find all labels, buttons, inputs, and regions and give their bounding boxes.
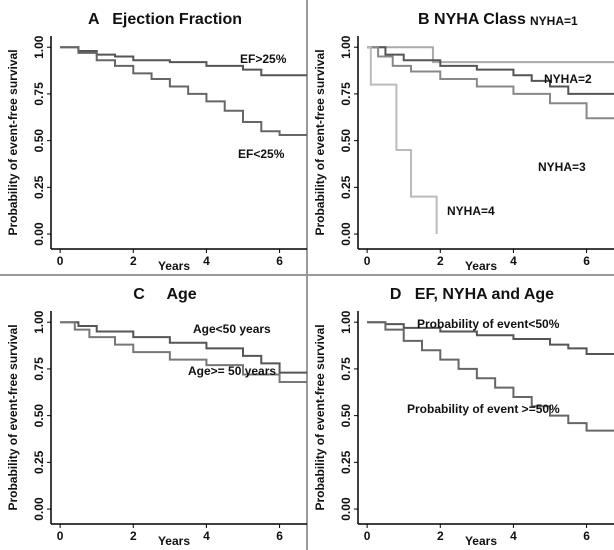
curve-label: NYHA=2 [544,72,592,86]
y-tick-label: 0.00 [32,497,46,521]
survival-curve [367,46,614,120]
x-tick-label: 2 [130,254,137,268]
curve-label: NYHA=4 [447,204,495,218]
x-tick-label: 0 [57,254,64,268]
y-tick-label: 0.75 [339,82,353,106]
x-tick-label: 6 [583,529,590,543]
x-tick-label: 0 [364,529,371,543]
x-axis-title: Years [158,259,190,273]
y-tick-label: 0.75 [32,82,46,106]
y-axis-title: Probability of event-free survival [6,49,20,235]
y-tick-label: 0.75 [32,357,46,381]
x-axis-title: Years [465,259,497,273]
x-tick-label: 4 [203,254,210,268]
panel-title: A Ejection Fraction [88,11,242,28]
x-tick-label: 2 [130,529,137,543]
x-tick-label: 6 [583,254,590,268]
x-tick-label: 6 [276,529,283,543]
panel-title: C Age [133,286,197,303]
survival-curve [367,321,614,355]
x-tick-label: 2 [437,254,444,268]
y-tick-label: 0.50 [32,129,46,153]
y-axis-title: Probability of event-free survival [6,324,20,510]
survival-curve [367,321,614,432]
y-tick-label: 0.25 [339,450,353,474]
x-tick-label: 6 [276,254,283,268]
y-tick-label: 0.50 [339,129,353,153]
survival-curve [367,46,614,64]
y-tick-label: 1.00 [32,310,46,334]
y-tick-label: 1.00 [339,310,353,334]
x-tick-label: 0 [364,254,371,268]
y-tick-label: 1.00 [32,35,46,59]
y-tick-label: 0.25 [32,450,46,474]
y-axis-title: Probability of event-free survival [313,49,327,235]
survival-curve [60,321,307,374]
survival-curve [60,46,307,137]
x-tick-label: 2 [437,529,444,543]
survival-curve [367,46,438,235]
curve-label: NYHA=3 [538,160,586,174]
y-tick-label: 0.00 [339,222,353,246]
survival-curve [60,46,307,77]
panel-title: D EF, NYHA and Age [390,286,554,303]
y-axis-title: Probability of event-free survival [313,324,327,510]
curve-label: Age>= 50 years [188,364,276,378]
x-axis-title: Years [158,534,190,548]
survival-curve [367,46,614,95]
y-tick-label: 0.00 [339,497,353,521]
y-tick-label: 1.00 [339,35,353,59]
y-tick-label: 0.50 [339,404,353,428]
x-tick-label: 4 [203,529,210,543]
y-tick-label: 0.75 [339,357,353,381]
curve-label: EF<25% [238,147,285,161]
curve-label: NYHA=1 [530,14,578,28]
y-tick-label: 0.00 [32,222,46,246]
curve-label: Probability of event >=50% [407,402,560,416]
x-axis-title: Years [465,534,497,548]
y-tick-label: 0.25 [32,175,46,199]
survival-curve [60,321,307,383]
panel-title: B NYHA Class [418,11,526,28]
x-tick-label: 4 [510,529,517,543]
curve-label: EF>25% [240,52,287,66]
curve-label: Age<50 years [193,322,271,336]
x-tick-label: 0 [57,529,64,543]
y-tick-label: 0.25 [339,175,353,199]
y-tick-label: 0.50 [32,404,46,428]
x-tick-label: 4 [510,254,517,268]
curve-label: Probability of event<50% [417,317,560,331]
